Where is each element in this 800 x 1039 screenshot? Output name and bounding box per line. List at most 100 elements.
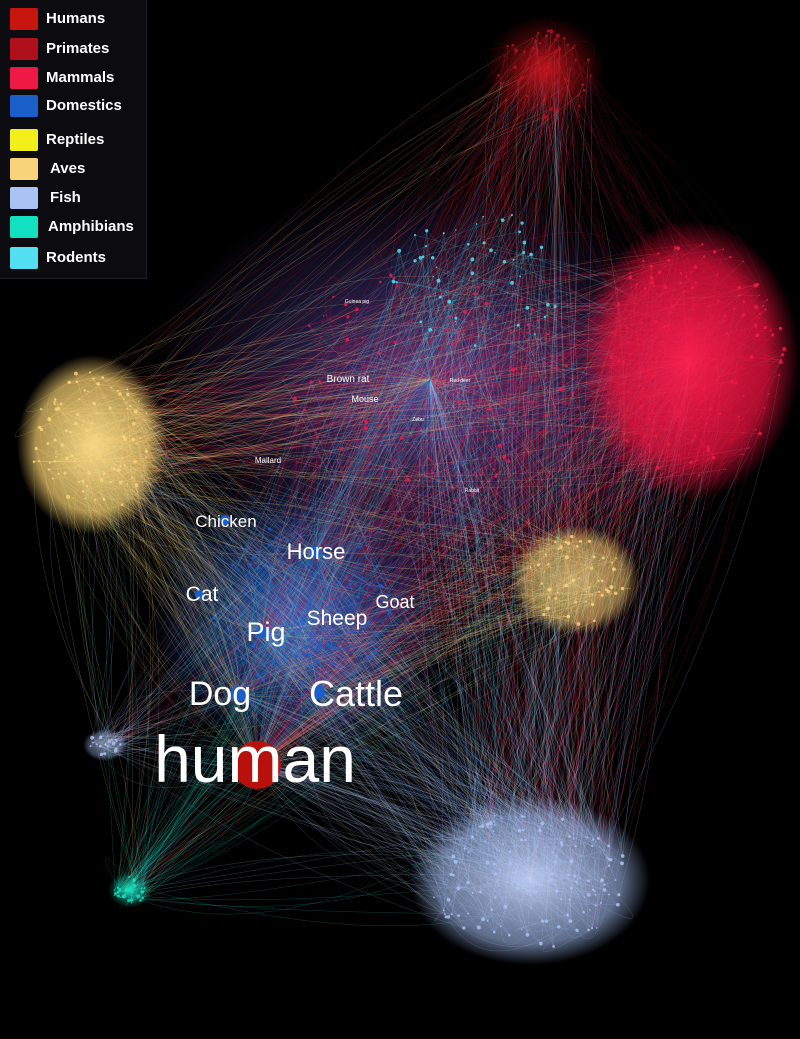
species-node [283,653,287,656]
species-node [548,596,551,599]
species-node [373,650,378,655]
species-node [587,928,590,932]
species-node [113,748,118,753]
dog-label: Dog [189,675,251,713]
species-node [615,316,618,320]
species-node [118,743,122,746]
species-node [587,893,591,897]
species-node [597,837,600,840]
legend-item-mammals: Mammals [0,64,146,92]
species-node [432,276,435,278]
species-node [320,665,323,668]
species-node [55,455,57,458]
species-node [442,232,445,235]
species-node [454,320,457,322]
species-node [547,875,550,877]
species-node [522,240,527,245]
species-node [639,404,643,409]
species-node [94,433,99,438]
species-node [689,460,693,465]
species-node [474,292,478,296]
species-node [467,912,470,915]
species-node [391,279,396,284]
species-node [482,215,485,218]
species-node [307,637,311,641]
species-node [508,850,512,854]
species-node [95,743,98,746]
species-node [514,48,519,53]
species-node [650,354,653,357]
species-node [392,276,396,280]
species-node [742,300,746,303]
species-node [419,320,423,324]
species-node [579,577,581,579]
species-node [572,837,575,840]
species-node [83,389,86,392]
species-node [379,411,382,415]
species-node [88,371,91,374]
species-node [520,298,524,301]
species-node [374,633,377,637]
species-node [90,735,94,740]
legend-label: Reptiles [46,131,105,148]
species-node [516,323,520,327]
species-node [389,273,393,277]
species-node [639,453,642,456]
species-node [471,306,474,309]
species-node [422,400,424,402]
species-node [589,74,592,77]
species-node [703,395,706,398]
species-node [607,858,610,861]
species-node [355,307,359,311]
species-node [698,473,700,476]
species-node [140,890,145,894]
legend-item-amphibians: Amphibians [0,213,146,241]
pig-node [256,626,268,638]
species-node [315,659,320,664]
species-node [607,401,611,405]
species-node [103,752,107,756]
species-node [649,450,652,453]
species-node [553,305,557,309]
species-node [688,339,692,342]
species-node [741,453,744,456]
species-node [81,479,85,483]
species-node [101,376,105,379]
species-node [525,94,529,98]
species-node [706,445,710,449]
species-node [53,438,57,442]
species-node [251,644,256,648]
legend-swatch [10,38,38,60]
species-node [755,428,757,431]
species-node [134,468,137,471]
species-node [521,815,524,818]
species-node [366,621,370,625]
species-node [117,894,121,898]
species-node [477,286,480,289]
species-node [557,925,561,929]
species-node [114,738,117,742]
species-node [116,389,119,392]
species-node [364,420,368,424]
legend-item-primates: Primates [0,35,146,63]
species-node [306,612,310,616]
species-node [302,550,306,555]
species-node [322,315,325,317]
species-node [626,326,629,329]
species-node [397,248,402,253]
species-node [691,439,695,443]
species-node [566,541,571,546]
species-node [651,374,656,378]
species-node [309,598,313,602]
species-node [754,305,759,309]
species-node [549,107,553,111]
species-node [644,435,647,437]
species-node [541,885,544,888]
species-node [428,327,433,332]
species-node [706,342,711,347]
species-node [526,893,529,895]
species-node [510,329,513,332]
species-node [113,894,115,896]
species-node [120,503,124,507]
species-node [712,453,714,455]
